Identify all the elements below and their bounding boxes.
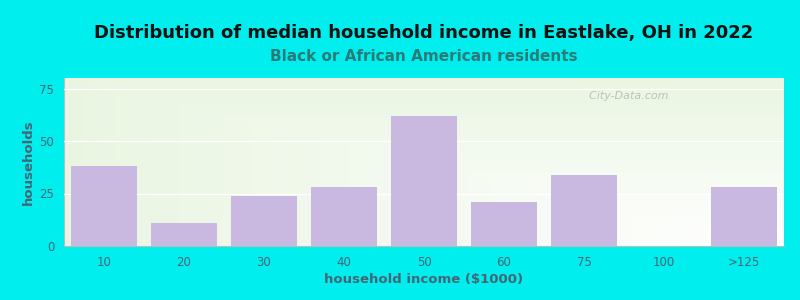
Bar bbox=[151, 223, 217, 246]
Bar bbox=[311, 187, 377, 246]
X-axis label: household income ($1000): household income ($1000) bbox=[325, 273, 523, 286]
Text: Black or African American residents: Black or African American residents bbox=[270, 49, 578, 64]
Bar bbox=[711, 187, 777, 246]
Bar bbox=[391, 116, 457, 246]
Y-axis label: households: households bbox=[22, 119, 35, 205]
Text: Distribution of median household income in Eastlake, OH in 2022: Distribution of median household income … bbox=[94, 24, 754, 42]
Text: City-Data.com: City-Data.com bbox=[582, 92, 669, 101]
Bar bbox=[471, 202, 537, 246]
Bar bbox=[71, 166, 137, 246]
Bar bbox=[551, 175, 617, 246]
Bar bbox=[231, 196, 297, 246]
